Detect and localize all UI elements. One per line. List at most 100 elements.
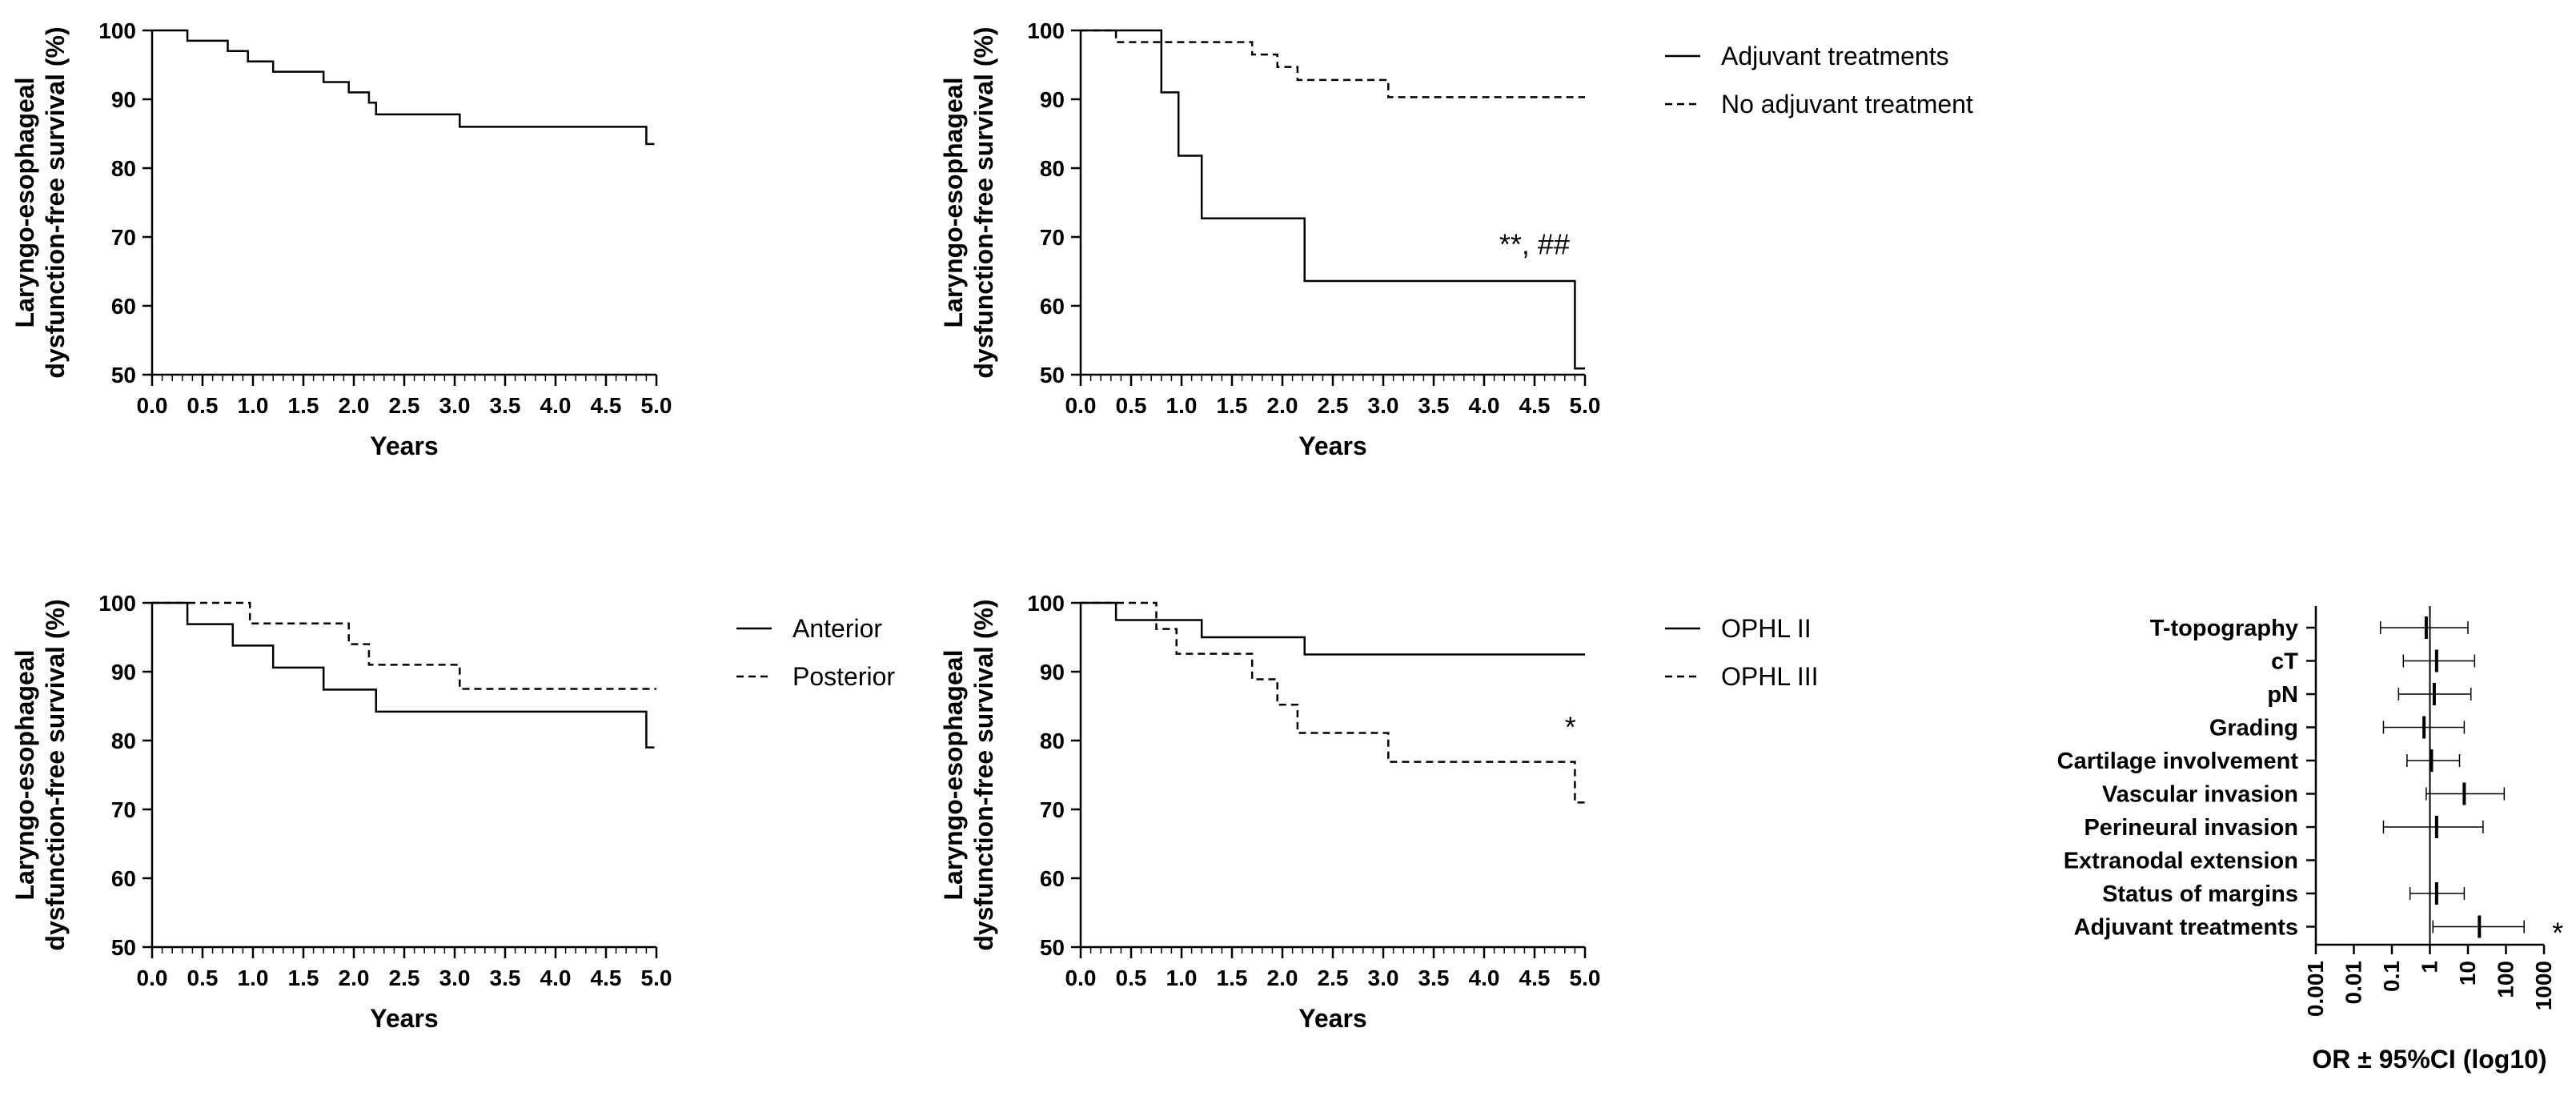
forest-category-label: Cartilage involvement <box>2057 749 2299 774</box>
forest-x-tick-label: 0.1 <box>2379 961 2404 992</box>
forest-category-label: Adjuvant treatments <box>2074 915 2298 941</box>
x-tick-label: 0.0 <box>1065 393 1097 418</box>
y-tick-label: 70 <box>1040 225 1065 250</box>
forest-category-label: T-topography <box>2150 616 2298 641</box>
y-tick-label: 80 <box>1040 729 1065 753</box>
x-tick-label: 2.0 <box>339 966 370 990</box>
y-tick-label: 80 <box>1040 156 1065 181</box>
y-tick-label: 60 <box>1040 294 1065 319</box>
y-tick-label: 70 <box>111 797 136 822</box>
x-tick-label: 0.5 <box>1116 966 1147 990</box>
y-tick-label: 50 <box>1040 363 1065 387</box>
legend-label: Adjuvant treatments <box>1721 42 1949 70</box>
x-tick-label: 2.0 <box>1267 966 1298 990</box>
x-tick-label: 3.5 <box>1418 966 1450 990</box>
y-tick-label: 80 <box>111 729 136 753</box>
forest-category-label: Vascular invasion <box>2102 782 2298 808</box>
x-tick-label: 2.5 <box>1318 966 1349 990</box>
forest-plot: T-topography cT pN Grading Cartilage involve… <box>2057 606 2563 1074</box>
y-axis-title-line1: Laryngo-esophageal <box>939 78 968 328</box>
x-tick-label: 3.0 <box>439 966 471 990</box>
forest-x-tick-label: 100 <box>2494 961 2518 998</box>
km-chart-c: 50 60 70 80 90 100 0.0 0.5 1.0 1.5 2.0 2.5 3.0 3.5 4.0… <box>10 591 895 1033</box>
y-tick-label: 100 <box>98 18 136 43</box>
x-tick-label: 3.5 <box>490 393 521 418</box>
x-tick-label: 0.0 <box>137 393 168 418</box>
x-tick-label: 0.5 <box>187 966 219 990</box>
y-axis-title-line1: Laryngo-esophageal <box>10 78 39 328</box>
x-tick-label: 4.0 <box>1469 393 1500 418</box>
survival-curve-ophl-ii <box>1081 601 1585 656</box>
y-tick-label: 100 <box>1027 591 1065 616</box>
x-tick-label: 4.5 <box>1519 966 1551 990</box>
x-tick-label: 1.0 <box>1166 393 1198 418</box>
y-tick-label: 60 <box>111 866 136 891</box>
x-axis-title: Years <box>370 432 438 460</box>
y-tick-label: 60 <box>1040 866 1065 891</box>
km-chart-b: 50 60 70 80 90 100 0.0 0.5 1.0 1.5 2.0 2.5 3.0 3.5 4.0… <box>939 18 1973 460</box>
x-tick-label: 0.0 <box>137 966 168 990</box>
survival-curve-all-patients <box>152 29 655 146</box>
x-axis-title: Years <box>1298 1004 1366 1033</box>
km-chart-a: 50 60 70 80 90 100 0.0 0.5 1.0 1.5 2.0 2.5 3.0 3.5 4.0… <box>10 18 672 460</box>
x-tick-label: 3.0 <box>1368 966 1399 990</box>
survival-curve-anterior <box>152 601 655 749</box>
y-tick-label: 90 <box>111 87 136 112</box>
y-axis-title-line2: dysfunction-free survival (%) <box>969 26 998 378</box>
y-tick-label: 90 <box>1040 87 1065 112</box>
forest-category-label: Perineural invasion <box>2084 815 2298 841</box>
forest-category-label: pN <box>2267 682 2298 708</box>
y-tick-label: 90 <box>1040 660 1065 684</box>
forest-category-label: Extranodal extension <box>2064 849 2298 874</box>
significance-annotation: * <box>1565 711 1576 744</box>
y-axis-title-line1: Laryngo-esophageal <box>10 650 39 901</box>
x-tick-label: 2.5 <box>389 393 420 418</box>
x-tick-label: 2.0 <box>1267 393 1298 418</box>
x-tick-label: 1.5 <box>288 966 319 990</box>
x-tick-label: 0.0 <box>1065 966 1097 990</box>
y-tick-label: 80 <box>111 156 136 181</box>
forest-x-tick-label: 10 <box>2455 961 2480 986</box>
forest-category-label: Grading <box>2209 716 2298 741</box>
y-axis-title-line1: Laryngo-esophageal <box>939 650 968 901</box>
x-tick-label: 5.0 <box>641 393 672 418</box>
legend-label: OPHL III <box>1721 662 1819 691</box>
legend-label: Anterior <box>792 614 882 643</box>
x-tick-label: 3.0 <box>439 393 471 418</box>
y-axis-title-line2: dysfunction-free survival (%) <box>969 599 998 950</box>
x-tick-label: 4.5 <box>591 966 622 990</box>
x-tick-label: 1.0 <box>238 393 269 418</box>
x-tick-label: 1.5 <box>1217 393 1248 418</box>
x-tick-label: 2.0 <box>339 393 370 418</box>
legend-label: OPHL II <box>1721 614 1812 643</box>
x-tick-label: 2.5 <box>389 966 420 990</box>
x-tick-label: 4.0 <box>1469 966 1500 990</box>
x-tick-label: 5.0 <box>641 966 672 990</box>
y-tick-label: 100 <box>1027 18 1065 43</box>
x-tick-label: 3.5 <box>490 966 521 990</box>
survival-curve-posterior <box>152 601 656 690</box>
y-axis-title-line2: dysfunction-free survival (%) <box>41 26 70 378</box>
y-tick-label: 50 <box>111 935 136 960</box>
y-axis-title-line2: dysfunction-free survival (%) <box>41 599 70 950</box>
y-tick-label: 50 <box>1040 935 1065 960</box>
x-tick-label: 3.5 <box>1418 393 1450 418</box>
x-tick-label: 1.0 <box>238 966 269 990</box>
y-tick-label: 60 <box>111 294 136 319</box>
legend-label: Posterior <box>792 662 895 691</box>
x-tick-label: 1.5 <box>1217 966 1248 990</box>
x-tick-label: 1.5 <box>288 393 319 418</box>
x-tick-label: 1.0 <box>1166 966 1198 990</box>
forest-x-tick-label: 0.001 <box>2303 961 2328 1017</box>
x-axis-title: Years <box>370 1004 438 1033</box>
x-tick-label: 4.0 <box>540 393 572 418</box>
survival-curve-ophl-iii <box>1081 601 1585 804</box>
x-tick-label: 4.0 <box>540 966 572 990</box>
x-axis-title: Years <box>1298 432 1366 460</box>
x-tick-label: 2.5 <box>1318 393 1349 418</box>
km-chart-d: 50 60 70 80 90 100 0.0 0.5 1.0 1.5 2.0 2.5 3.0 3.5 4.0… <box>939 591 1819 1033</box>
y-tick-label: 50 <box>111 363 136 387</box>
legend-label: No adjuvant treatment <box>1721 90 1973 118</box>
forest-x-axis-title: OR ± 95%CI (log10) <box>2312 1045 2546 1074</box>
